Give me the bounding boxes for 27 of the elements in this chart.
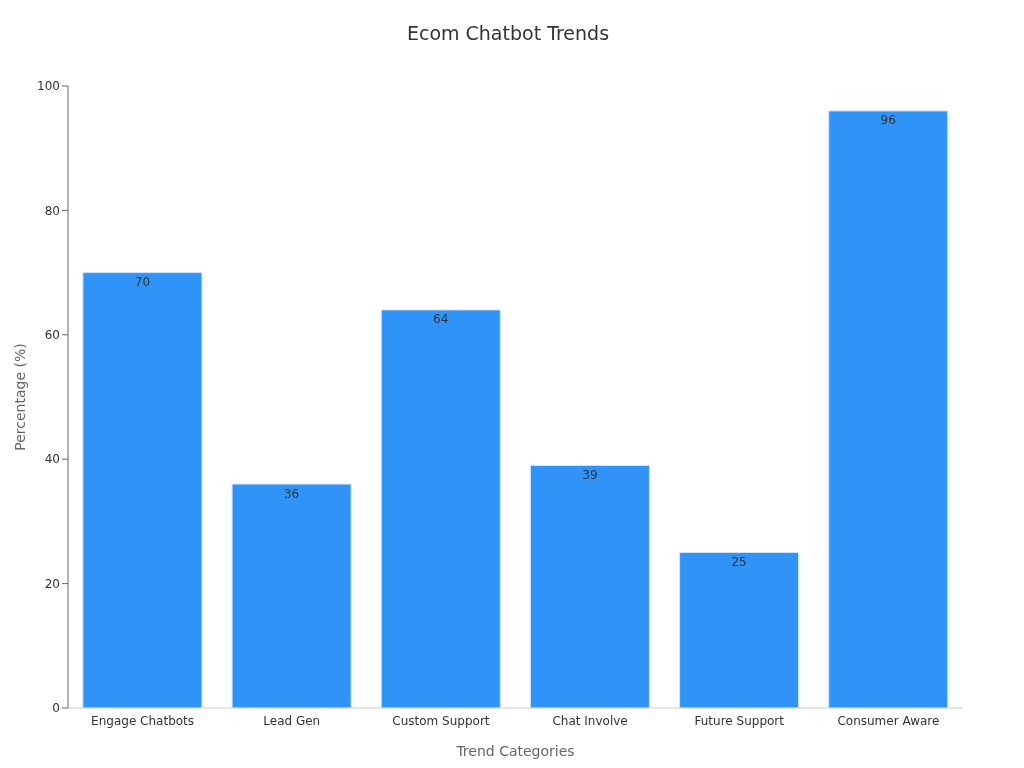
x-tick-label: Future Support — [694, 713, 785, 728]
data-label: 70 — [134, 275, 151, 290]
y-tick-label: 40 — [44, 452, 60, 467]
x-tick-label: Consumer Aware — [837, 713, 940, 728]
y-axis-title: Percentage (%) — [11, 343, 28, 451]
data-label: 64 — [433, 312, 449, 327]
x-axis-title: Trend Categories — [455, 743, 575, 759]
data-label: 25 — [731, 555, 747, 570]
bar — [529, 464, 650, 708]
bar — [380, 309, 501, 708]
y-tick-label: 20 — [44, 576, 60, 591]
bar — [828, 110, 949, 708]
x-tick-label: Lead Gen — [263, 713, 321, 728]
x-tick-label: Chat Involve — [552, 713, 628, 728]
y-tick-label: 100 — [37, 79, 60, 94]
bar — [231, 483, 352, 708]
bar — [679, 552, 800, 708]
data-label: 39 — [582, 467, 598, 482]
data-label: 96 — [880, 113, 896, 128]
y-tick-label: 0 — [52, 701, 60, 716]
data-label: 36 — [283, 486, 300, 501]
x-tick-label: Engage Chatbots — [91, 713, 195, 728]
x-tick-label: Custom Support — [392, 713, 490, 728]
y-tick-label: 80 — [44, 203, 60, 218]
chart-title: Ecom Chatbot Trends — [405, 22, 611, 44]
bar — [82, 272, 203, 708]
y-tick-label: 60 — [44, 328, 60, 343]
